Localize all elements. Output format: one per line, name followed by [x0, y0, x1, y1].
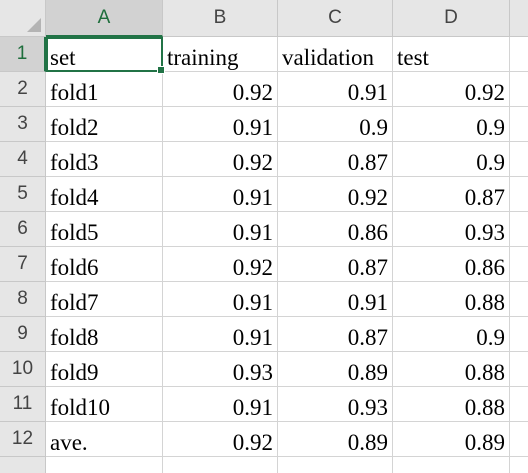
- row-filler: [510, 37, 528, 72]
- cell-a8[interactable]: fold7: [46, 282, 163, 317]
- row-header-3[interactable]: 3: [0, 107, 46, 142]
- row-header-partial[interactable]: [0, 457, 46, 473]
- cell-a6[interactable]: fold5: [46, 212, 163, 247]
- row-filler: [510, 177, 528, 212]
- cell-c4[interactable]: 0.87: [278, 142, 393, 177]
- cell-b2[interactable]: 0.92: [163, 72, 278, 107]
- cell-partial[interactable]: [393, 457, 510, 473]
- cell-c1[interactable]: validation: [278, 37, 393, 72]
- row-filler: [510, 107, 528, 142]
- cell-c2[interactable]: 0.91: [278, 72, 393, 107]
- cell-c10[interactable]: 0.89: [278, 352, 393, 387]
- row-filler: [510, 212, 528, 247]
- cell-a2[interactable]: fold1: [46, 72, 163, 107]
- row-header-4[interactable]: 4: [0, 142, 46, 177]
- row-header-7[interactable]: 7: [0, 247, 46, 282]
- row-header-12[interactable]: 12: [0, 422, 46, 457]
- cell-a11[interactable]: fold10: [46, 387, 163, 422]
- column-header-a[interactable]: A: [46, 0, 163, 37]
- cell-c8[interactable]: 0.91: [278, 282, 393, 317]
- cell-a12[interactable]: ave.: [46, 422, 163, 457]
- cell-c7[interactable]: 0.87: [278, 247, 393, 282]
- cell-b12[interactable]: 0.92: [163, 422, 278, 457]
- select-all-corner[interactable]: [0, 0, 46, 37]
- column-header-b[interactable]: B: [163, 0, 278, 37]
- row-header-10[interactable]: 10: [0, 352, 46, 387]
- cell-partial[interactable]: [163, 457, 278, 473]
- cell-a4[interactable]: fold3: [46, 142, 163, 177]
- column-header-filler: [510, 0, 528, 37]
- row-filler: [510, 317, 528, 352]
- cell-b1[interactable]: training: [163, 37, 278, 72]
- cell-b4[interactable]: 0.92: [163, 142, 278, 177]
- cell-b11[interactable]: 0.91: [163, 387, 278, 422]
- cell-a10[interactable]: fold9: [46, 352, 163, 387]
- cell-partial[interactable]: [278, 457, 393, 473]
- cell-b5[interactable]: 0.91: [163, 177, 278, 212]
- cell-c12[interactable]: 0.89: [278, 422, 393, 457]
- cell-b3[interactable]: 0.91: [163, 107, 278, 142]
- row-header-1[interactable]: 1: [0, 37, 46, 72]
- row-header-8[interactable]: 8: [0, 282, 46, 317]
- row-filler: [510, 387, 528, 422]
- row-header-5[interactable]: 5: [0, 177, 46, 212]
- cell-a9[interactable]: fold8: [46, 317, 163, 352]
- cell-d12[interactable]: 0.89: [393, 422, 510, 457]
- cell-c9[interactable]: 0.87: [278, 317, 393, 352]
- cell-b8[interactable]: 0.91: [163, 282, 278, 317]
- row-header-11[interactable]: 11: [0, 387, 46, 422]
- cell-d4[interactable]: 0.9: [393, 142, 510, 177]
- column-header-c[interactable]: C: [278, 0, 393, 37]
- cell-d7[interactable]: 0.86: [393, 247, 510, 282]
- cell-a1[interactable]: set: [46, 37, 165, 74]
- cell-a3[interactable]: fold2: [46, 107, 163, 142]
- cell-c6[interactable]: 0.86: [278, 212, 393, 247]
- cell-d5[interactable]: 0.87: [393, 177, 510, 212]
- row-filler: [510, 247, 528, 282]
- cell-b7[interactable]: 0.92: [163, 247, 278, 282]
- cell-d11[interactable]: 0.88: [393, 387, 510, 422]
- cell-a7[interactable]: fold6: [46, 247, 163, 282]
- cell-d10[interactable]: 0.88: [393, 352, 510, 387]
- cell-d3[interactable]: 0.9: [393, 107, 510, 142]
- row-filler: [510, 142, 528, 177]
- cell-b6[interactable]: 0.91: [163, 212, 278, 247]
- cell-d9[interactable]: 0.9: [393, 317, 510, 352]
- cell-c5[interactable]: 0.92: [278, 177, 393, 212]
- row-filler: [510, 282, 528, 317]
- cell-c3[interactable]: 0.9: [278, 107, 393, 142]
- row-header-9[interactable]: 9: [0, 317, 46, 352]
- cell-a5[interactable]: fold4: [46, 177, 163, 212]
- row-header-6[interactable]: 6: [0, 212, 46, 247]
- column-header-d[interactable]: D: [393, 0, 510, 37]
- cell-d6[interactable]: 0.93: [393, 212, 510, 247]
- row-filler: [510, 457, 528, 473]
- row-filler: [510, 422, 528, 457]
- cell-d1[interactable]: test: [393, 37, 510, 72]
- cell-b10[interactable]: 0.93: [163, 352, 278, 387]
- row-filler: [510, 352, 528, 387]
- row-filler: [510, 72, 528, 107]
- cell-partial[interactable]: [46, 457, 163, 473]
- cell-c11[interactable]: 0.93: [278, 387, 393, 422]
- cell-b9[interactable]: 0.91: [163, 317, 278, 352]
- cell-d8[interactable]: 0.88: [393, 282, 510, 317]
- row-header-2[interactable]: 2: [0, 72, 46, 107]
- cell-d2[interactable]: 0.92: [393, 72, 510, 107]
